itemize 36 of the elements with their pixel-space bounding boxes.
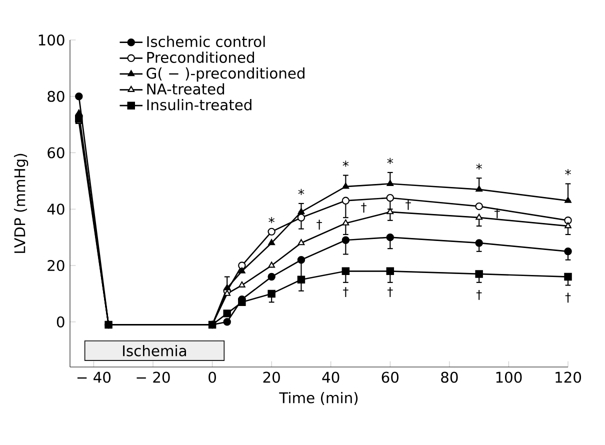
legend-label: NA-treated: [147, 83, 224, 95]
legend-label: G( − )-preconditioned: [146, 67, 304, 82]
annotation: *: [342, 160, 349, 167]
annotation: †: [406, 200, 411, 210]
band-label: Ischemia: [123, 344, 186, 356]
annotation: †: [565, 292, 571, 303]
x-tick-label: − 40: [77, 372, 111, 383]
annotation: †: [361, 202, 366, 213]
x-tick-label: 100: [496, 372, 522, 383]
y-tick-label: 100: [38, 34, 64, 46]
annotation: †: [316, 220, 322, 230]
x-tick-label: 60: [382, 372, 398, 383]
x-tick-label: 120: [556, 372, 582, 383]
annotation: †: [387, 287, 393, 298]
x-axis-title: Time (min): [279, 392, 358, 406]
y-axis-title: LVDP (mmHg): [14, 154, 28, 253]
x-tick-label: 20: [263, 372, 280, 383]
legend-label: Preconditioned: [147, 52, 254, 63]
y-tick-label: 80: [48, 90, 64, 102]
annotation: *: [298, 188, 304, 195]
x-tick-label: 80: [441, 372, 458, 383]
annotation: *: [387, 158, 394, 164]
x-tick-label: − 20: [136, 372, 170, 383]
y-tick-label: 40: [47, 204, 64, 215]
annotation: *: [565, 169, 571, 176]
annotation: †: [476, 290, 482, 300]
x-tick-label: 40: [322, 372, 340, 383]
y-tick-label: 60: [48, 147, 64, 158]
y-tick-label: 0: [56, 316, 64, 328]
annotation: †: [343, 287, 348, 298]
y-tick-label: 20: [48, 260, 64, 272]
annotation: *: [268, 217, 275, 224]
legend-label: Ischemic control: [147, 36, 265, 48]
x-tick-label: 0: [208, 372, 216, 383]
annotation: *: [476, 164, 482, 170]
legend-label: Insulin-treated: [147, 99, 252, 110]
